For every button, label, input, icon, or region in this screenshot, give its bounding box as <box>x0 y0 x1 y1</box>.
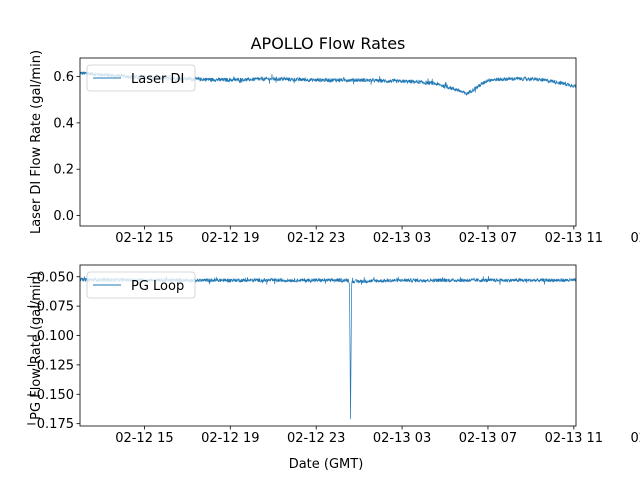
laser-di-x-tick-label: 02-12 23 <box>287 231 345 246</box>
laser-di-axes-frame <box>79 57 577 227</box>
laser-di-y-axis-label: Laser DI Flow Rate (gal/min) <box>29 50 44 234</box>
pg-loop-x-tick-label: 02-13 15 <box>631 431 640 446</box>
pg-loop-panel: 02-12 15 02-12 19 02-12 23 02-13 03 02-13 07… <box>26 264 640 446</box>
pg-loop-x-tick-label: 02-12 19 <box>201 431 259 446</box>
laser-di-x-tick-label: 02-12 15 <box>115 231 173 246</box>
laser-di-x-tick-label: 02-12 19 <box>201 231 259 246</box>
laser-di-legend-label: Laser DI <box>131 72 184 87</box>
pg-loop-axes-frame <box>79 264 577 427</box>
x-axis-label: Date (GMT) <box>289 457 364 472</box>
laser-di-y-tick-label: 0.6 <box>53 70 74 85</box>
laser-di-x-tick-label: 02-13 15 <box>631 231 640 246</box>
pg-loop-x-tick-label: 02-12 15 <box>115 431 173 446</box>
chart-title: APOLLO Flow Rates <box>251 34 406 53</box>
pg-loop-y-axis-label: PG Flow Rate (gal/min) <box>29 271 44 420</box>
pg-loop-y-tick-label: −0.050 <box>26 270 74 285</box>
pg-loop-x-tick-label: 02-13 07 <box>459 431 517 446</box>
pg-loop-legend-box <box>86 271 196 299</box>
pg-loop-y-tick-label: −0.100 <box>26 329 74 344</box>
pg-loop-y-tick-label: −0.075 <box>26 300 74 315</box>
laser-di-x-tick-label: 02-13 03 <box>373 231 431 246</box>
laser-di-legend-box <box>86 64 196 92</box>
pg-loop-x-tick-label: 02-13 03 <box>373 431 431 446</box>
laser-di-y-tick-label: 0.2 <box>53 163 74 178</box>
pg-loop-x-tick-label: 02-12 23 <box>287 431 345 446</box>
laser-di-y-tick-label: 0.4 <box>53 116 74 131</box>
pg-loop-legend-label: PG Loop <box>131 279 184 294</box>
pg-loop-y-tick-label: −0.150 <box>26 388 74 403</box>
laser-di-y-tick-label: 0.0 <box>53 209 74 224</box>
pg-loop-x-tick-label: 02-13 11 <box>545 431 603 446</box>
laser-di-x-tick-label: 02-13 07 <box>459 231 517 246</box>
laser-di-panel: 02-12 15 02-12 19 02-12 23 02-13 03 02-13 07… <box>29 50 640 246</box>
pg-loop-y-tick-label: −0.175 <box>26 417 74 432</box>
laser-di-x-tick-label: 02-13 11 <box>545 231 603 246</box>
pg-loop-y-tick-label: −0.125 <box>26 358 74 373</box>
